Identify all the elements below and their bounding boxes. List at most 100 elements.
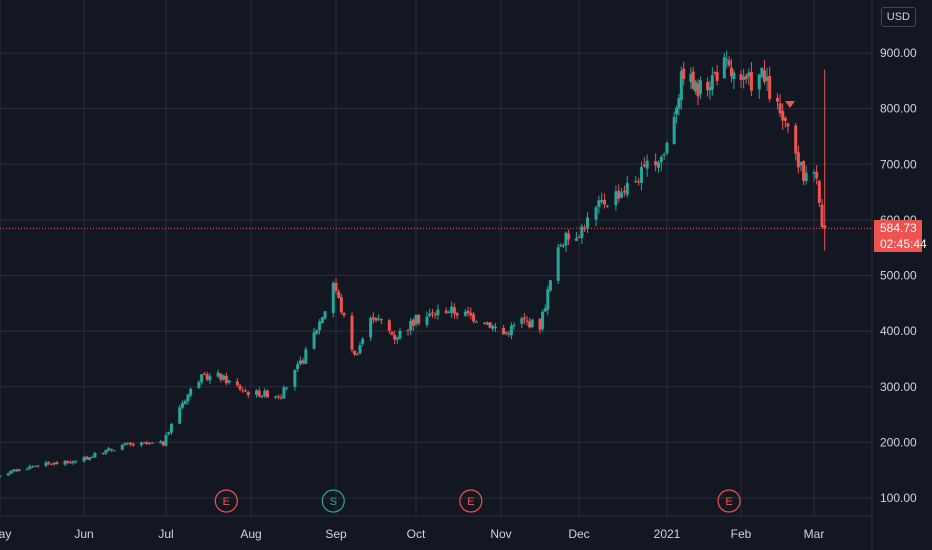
candle — [620, 188, 624, 199]
candle — [502, 325, 506, 335]
candle — [802, 160, 806, 186]
currency-button[interactable]: USD — [880, 7, 916, 27]
candle — [304, 346, 308, 365]
candle — [279, 394, 283, 400]
candle — [617, 184, 621, 203]
candle — [491, 324, 495, 332]
candle — [472, 312, 476, 324]
candle — [823, 69, 827, 251]
candle — [799, 161, 803, 172]
event-letter: E — [467, 496, 474, 508]
candle — [642, 156, 646, 168]
candle — [548, 279, 552, 292]
candle — [353, 350, 357, 357]
candle — [12, 469, 16, 473]
candle — [556, 243, 560, 284]
candle — [374, 316, 378, 323]
candle — [455, 311, 459, 320]
candle — [241, 387, 245, 393]
candle — [180, 400, 184, 410]
price-tick-label: 800.00 — [880, 102, 917, 116]
candle — [296, 361, 300, 373]
candle — [66, 460, 70, 465]
candle — [512, 322, 516, 330]
candle — [732, 69, 736, 90]
candle — [414, 314, 418, 328]
candle — [757, 73, 761, 99]
candle — [25, 467, 29, 471]
candle — [485, 321, 489, 326]
price-tick-label: 900.00 — [880, 46, 917, 60]
candle — [509, 322, 513, 340]
candle — [567, 229, 571, 246]
candle — [47, 461, 51, 466]
candle — [244, 388, 248, 393]
candle — [812, 169, 816, 182]
candle — [783, 116, 787, 128]
candle — [742, 68, 746, 89]
candle — [150, 442, 154, 444]
candle — [689, 67, 693, 89]
candle — [654, 153, 658, 172]
candle — [148, 441, 152, 445]
candle — [708, 80, 712, 100]
candle — [428, 308, 432, 318]
candle — [583, 224, 587, 232]
candle — [622, 185, 626, 197]
candle — [762, 60, 766, 85]
candle — [406, 329, 410, 336]
earnings-event-marker[interactable]: E — [459, 489, 483, 513]
candle — [744, 73, 748, 84]
candle — [315, 329, 319, 335]
candle — [90, 455, 94, 459]
candle — [675, 105, 679, 124]
candle — [109, 448, 113, 452]
candle — [387, 318, 391, 334]
candle — [639, 161, 643, 191]
candle — [804, 165, 808, 185]
candle — [450, 301, 454, 318]
candle — [614, 185, 618, 211]
candle — [395, 336, 399, 344]
candle — [33, 465, 37, 467]
time-tick-label: Oct — [407, 527, 426, 541]
candle — [183, 399, 187, 405]
time-tick-label: Feb — [731, 527, 752, 541]
candle — [430, 308, 434, 318]
candle — [564, 231, 568, 252]
split-event-marker[interactable]: S — [321, 489, 345, 513]
candle — [87, 457, 91, 461]
candle — [393, 330, 397, 345]
candle — [36, 465, 40, 468]
candle — [355, 352, 359, 356]
candle — [52, 462, 56, 467]
candle — [28, 464, 32, 470]
candle — [597, 195, 601, 214]
candle — [815, 165, 819, 185]
candle — [725, 50, 729, 69]
candle — [377, 314, 381, 322]
candle — [820, 198, 824, 229]
candle — [205, 371, 209, 382]
candle — [68, 460, 72, 464]
candle — [710, 66, 714, 96]
price-tick-label: 500.00 — [880, 269, 917, 283]
candle — [722, 52, 726, 79]
candle — [93, 451, 97, 458]
earnings-event-marker[interactable]: E — [214, 489, 238, 513]
candle — [444, 307, 448, 315]
candle — [727, 56, 731, 68]
candle — [543, 304, 547, 312]
time-tick-label: Jul — [158, 527, 173, 541]
candle — [580, 223, 584, 244]
earnings-event-marker[interactable]: E — [717, 489, 741, 513]
candle — [301, 357, 305, 365]
time-tick-label: Nov — [490, 527, 511, 541]
candle — [44, 460, 48, 468]
candle — [691, 66, 695, 91]
candle — [469, 307, 473, 320]
candle — [9, 470, 13, 475]
candle — [656, 160, 660, 173]
candle — [222, 374, 226, 381]
